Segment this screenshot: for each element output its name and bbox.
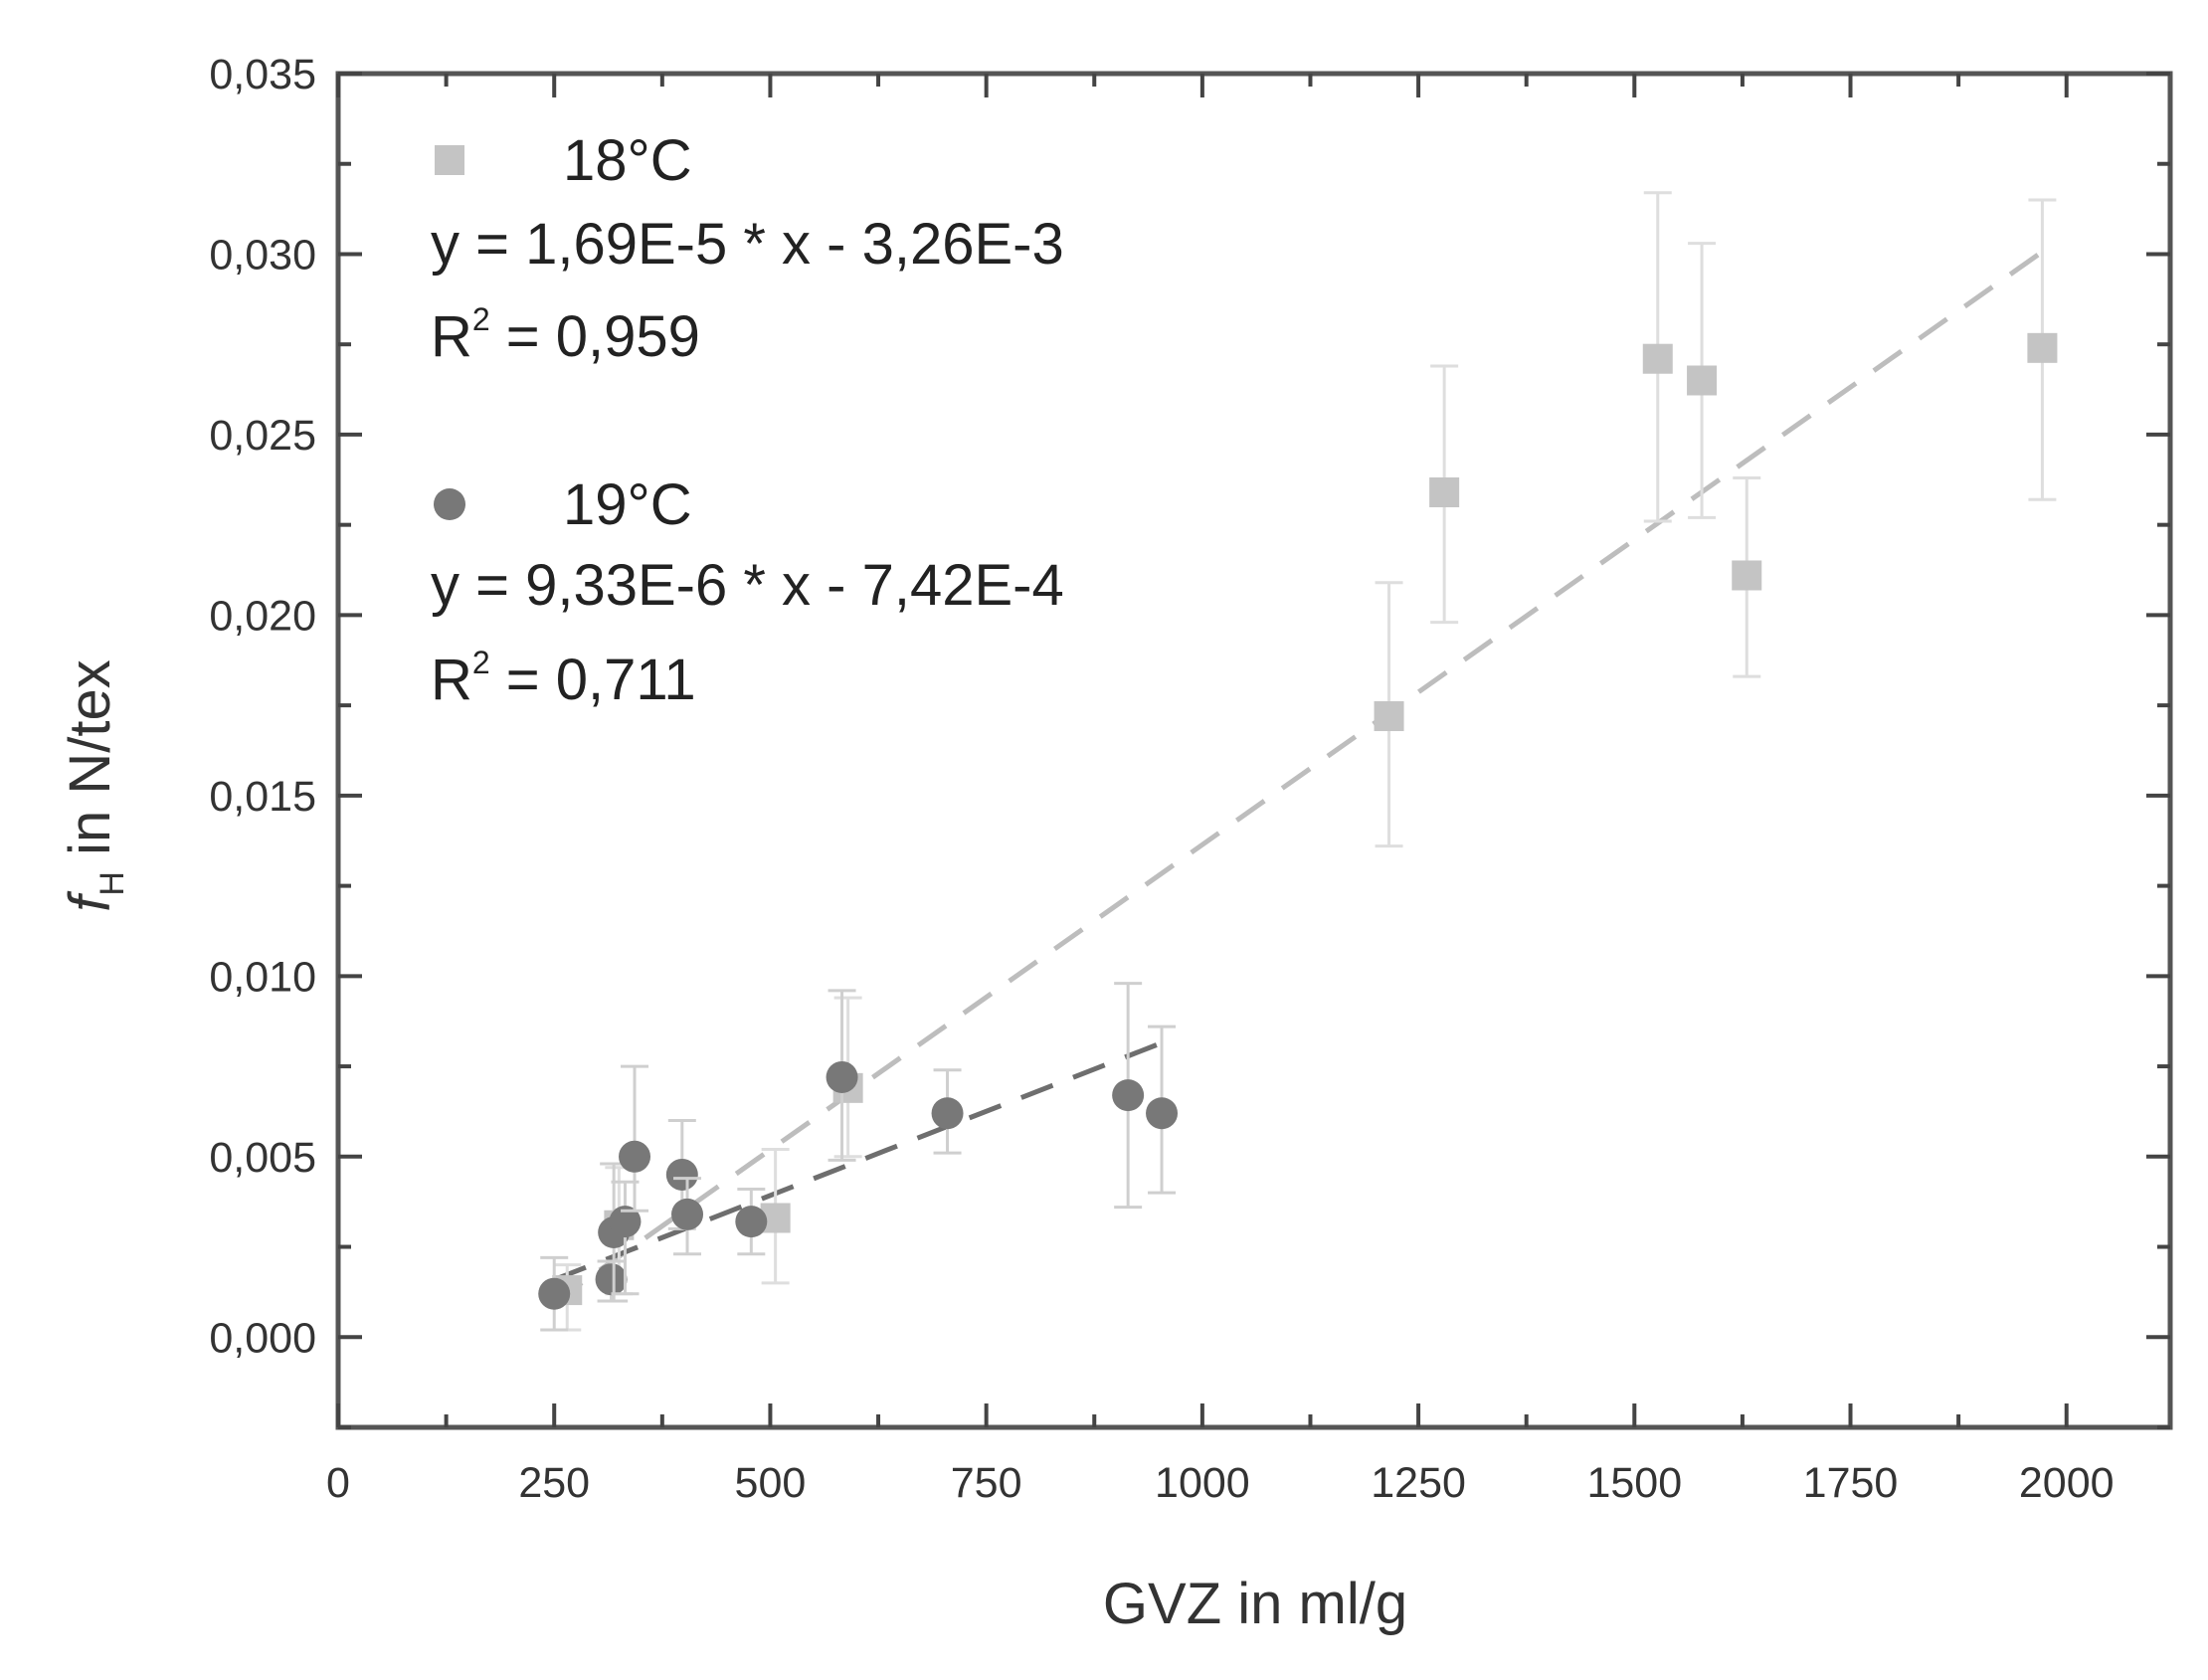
r-squared-value: = 0,959 xyxy=(490,304,700,369)
circle-marker xyxy=(1146,1097,1179,1130)
square-marker xyxy=(1429,477,1460,508)
data-point xyxy=(538,1255,571,1332)
data-point xyxy=(1687,242,1718,519)
data-point xyxy=(609,1180,642,1296)
x-axis-title: GVZ in ml/g xyxy=(1103,1572,1407,1636)
r-squared: R2 = 0,711 xyxy=(431,645,696,712)
y-tick-label: 0,015 xyxy=(209,773,316,821)
plot-marks xyxy=(538,191,2058,1332)
r-squared-symbol: R xyxy=(431,304,472,369)
data-point xyxy=(1112,982,1145,1210)
legend-series-name: 18°C xyxy=(563,128,692,193)
x-tick-label: 500 xyxy=(735,1459,807,1507)
data-point xyxy=(619,1064,651,1213)
circle-marker xyxy=(735,1206,768,1238)
r-squared-exponent: 2 xyxy=(472,645,490,680)
fit-line xyxy=(552,248,2047,1305)
fit-equation: y = 1,69E-5 * x - 3,26E-3 xyxy=(431,212,1064,277)
square-marker xyxy=(1642,343,1673,374)
square-marker xyxy=(1374,701,1404,732)
data-point xyxy=(671,1177,704,1256)
y-tick-label: 0,020 xyxy=(209,592,316,640)
legend-square-icon xyxy=(435,145,464,175)
data-point xyxy=(1429,364,1460,625)
circle-marker xyxy=(609,1206,642,1238)
y-axis-subscript: H xyxy=(93,871,131,896)
circle-marker xyxy=(826,1060,858,1093)
r-squared-value: = 0,711 xyxy=(490,648,696,712)
axis-ticks: 0 250 500 750 1000 1250 1500 1750 2000 0,000 0,005… xyxy=(209,51,2170,1507)
circle-marker xyxy=(1112,1079,1145,1112)
plot-frame xyxy=(335,71,2173,1430)
data-point xyxy=(1146,1025,1179,1195)
legend-series-name: 19°C xyxy=(563,472,692,537)
data-point xyxy=(931,1068,964,1155)
circle-marker xyxy=(538,1277,571,1310)
y-axis-title: fH in N/tex xyxy=(58,659,131,911)
x-tick-label: 1500 xyxy=(1586,1459,1682,1507)
x-tick-label: 250 xyxy=(518,1459,590,1507)
data-point xyxy=(735,1187,768,1256)
fit-equation: y = 9,33E-6 * x - 7,42E-4 xyxy=(431,553,1064,618)
data-point xyxy=(1642,191,1673,523)
r-squared: R2 = 0,959 xyxy=(431,301,700,369)
x-tick-label: 1250 xyxy=(1371,1459,1466,1507)
data-point xyxy=(1732,475,1762,678)
x-tick-label: 1000 xyxy=(1155,1459,1250,1507)
square-marker xyxy=(2027,332,2058,363)
circle-marker xyxy=(671,1198,704,1230)
legend-circle-icon xyxy=(434,488,465,520)
y-tick-label: 0,000 xyxy=(209,1314,316,1362)
square-marker xyxy=(1687,365,1718,396)
circle-marker xyxy=(619,1140,651,1173)
x-tick-label: 0 xyxy=(326,1459,350,1507)
y-tick-label: 0,005 xyxy=(209,1134,316,1182)
circle-marker xyxy=(595,1263,628,1296)
y-tick-label: 0,010 xyxy=(209,953,316,1001)
y-tick-label: 0,025 xyxy=(209,412,316,460)
legend: 18°Cy = 1,69E-5 * x - 3,26E-3R2 = 0,9591… xyxy=(431,128,1064,712)
square-marker xyxy=(1732,560,1762,591)
y-axis-unit: in N/tex xyxy=(58,659,122,871)
data-point xyxy=(2027,198,2058,501)
r-squared-symbol: R xyxy=(431,648,472,712)
r-squared-exponent: 2 xyxy=(472,301,490,337)
x-tick-label: 2000 xyxy=(2019,1459,2115,1507)
x-tick-label: 750 xyxy=(951,1459,1022,1507)
circle-marker xyxy=(931,1097,964,1130)
data-point xyxy=(826,989,858,1162)
circle-marker xyxy=(665,1158,698,1191)
data-point xyxy=(1374,581,1404,848)
y-tick-label: 0,030 xyxy=(209,231,316,279)
y-tick-label: 0,035 xyxy=(209,51,316,98)
x-tick-label: 1750 xyxy=(1803,1459,1899,1507)
